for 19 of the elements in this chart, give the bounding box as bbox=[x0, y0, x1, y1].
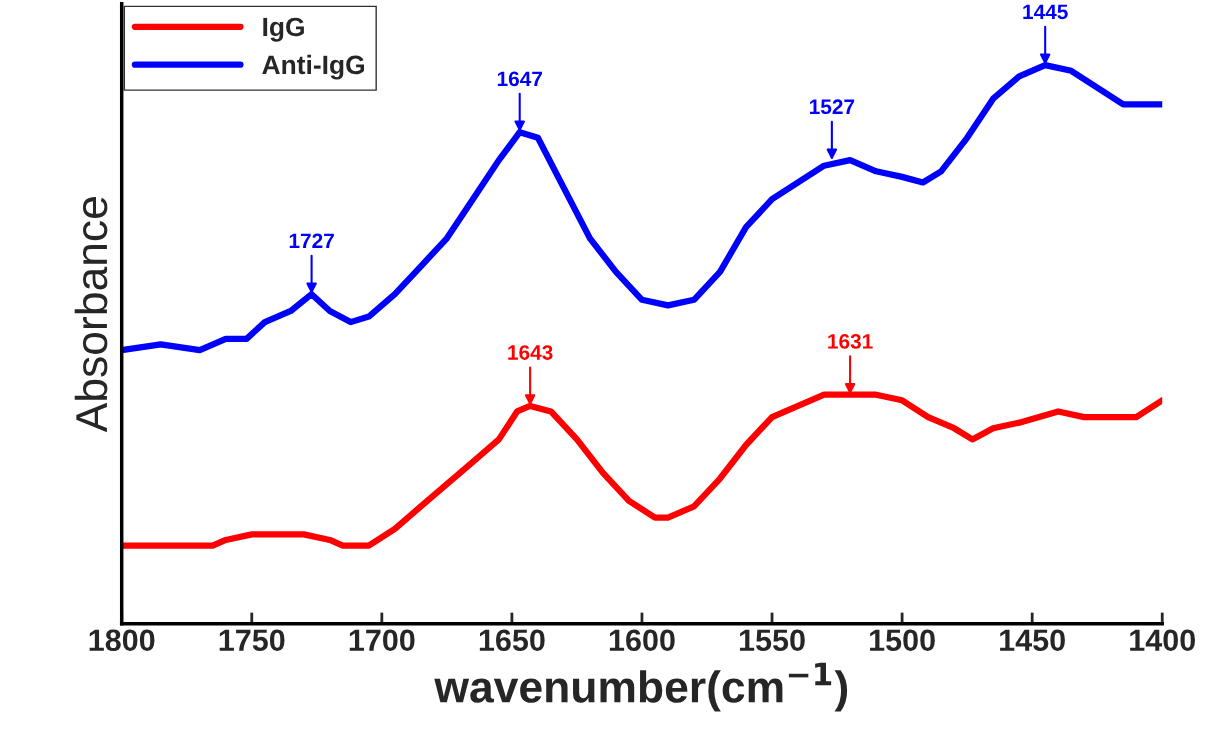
x-tick-label: 1600 bbox=[609, 629, 675, 652]
annotation: 1527 bbox=[810, 99, 855, 115]
annotation: 1631 bbox=[828, 333, 873, 349]
x-tick-label: 1650 bbox=[479, 629, 545, 652]
x-tick-label: 1450 bbox=[1000, 629, 1065, 652]
legend-label: IgG bbox=[263, 17, 304, 42]
legend-label: Anti-IgG bbox=[262, 54, 364, 80]
annotation: 1647 bbox=[497, 71, 542, 87]
annotation: 1643 bbox=[508, 345, 553, 360]
annotation: 1727 bbox=[289, 233, 334, 248]
x-tick-label: 1550 bbox=[739, 629, 805, 652]
x-tick-label: 1700 bbox=[349, 629, 415, 652]
y-axis-title: Absorbance bbox=[74, 197, 108, 433]
x-tick-label: 1750 bbox=[219, 629, 285, 652]
x-axis-title: wavenumber(cm$^{−1}$) bbox=[434, 662, 848, 712]
x-tick-label: 1400 bbox=[1130, 629, 1195, 652]
annotation: 1445 bbox=[1023, 4, 1068, 20]
x-tick-label: 1500 bbox=[870, 629, 935, 652]
x-tick-label: 1800 bbox=[89, 629, 155, 652]
